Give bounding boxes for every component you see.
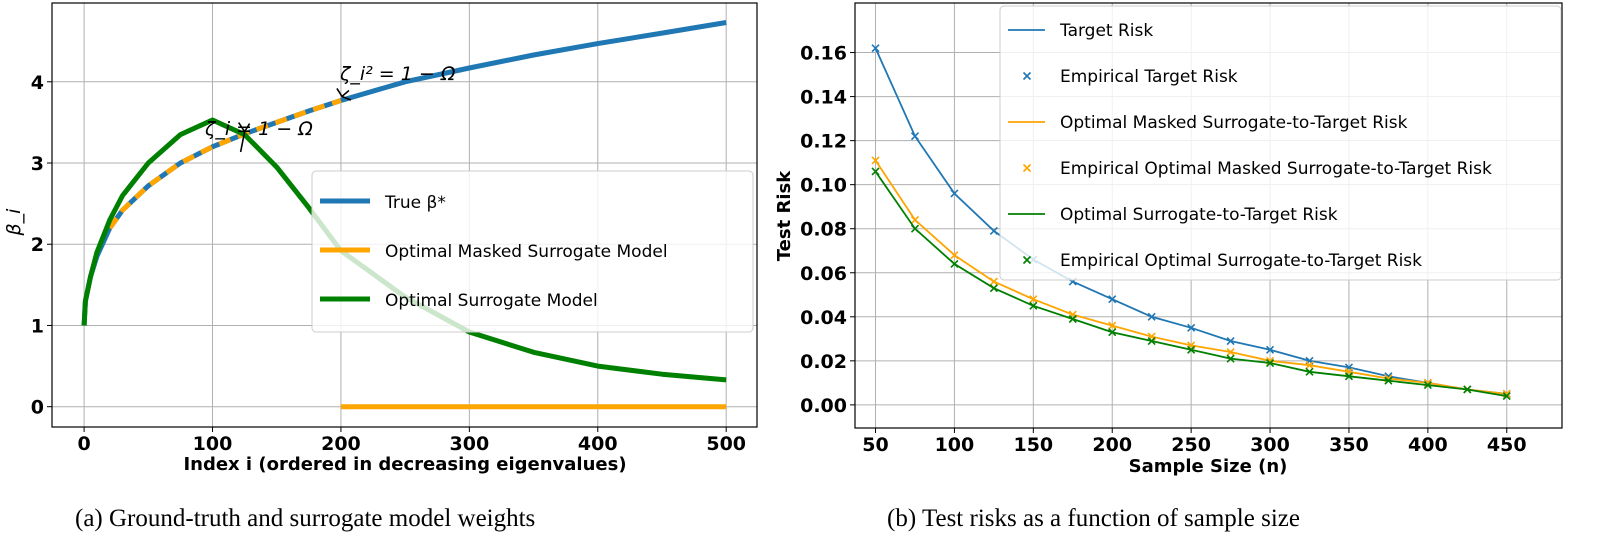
y-tick-label: 2 (31, 234, 44, 256)
empirical-point (1187, 345, 1196, 354)
y-tick-label: 0.10 (800, 175, 847, 197)
empirical-point (871, 44, 880, 53)
x-tick-label: 0 (77, 433, 90, 455)
empirical-point (950, 251, 959, 260)
empirical-point (1265, 358, 1275, 368)
y-tick-label: 4 (31, 72, 44, 94)
y-axis-label: β_i (3, 208, 25, 237)
legend-box (999, 5, 1562, 281)
legend-marker (1022, 163, 1032, 173)
caption-b: (b) Test risks as a function of sample s… (887, 505, 1300, 532)
empirical-point (1226, 336, 1235, 346)
x-tick-label: 200 (321, 433, 361, 455)
annotation-arrow (336, 88, 352, 101)
x-axis-label: Sample Size (n) (1129, 456, 1288, 477)
empirical-point (989, 277, 998, 286)
x-tick-label: 250 (1171, 434, 1211, 456)
empirical-point (910, 224, 920, 233)
x-tick-label: 200 (1092, 434, 1132, 456)
empirical-point (1108, 295, 1117, 304)
empirical-point (1147, 312, 1156, 321)
empirical-point (871, 156, 880, 165)
y-axis-label: Test Risk (774, 170, 795, 261)
legend-label: Target Risk (1059, 21, 1153, 41)
caption-a: (a) Ground-truth and surrogate model wei… (75, 505, 536, 532)
legend-label: True β* (384, 193, 446, 213)
x-tick-label: 400 (578, 433, 618, 455)
x-tick-label: 150 (1013, 434, 1053, 456)
x-axis-label: Index i (ordered in decreasing eigenvalu… (183, 454, 626, 475)
legend-label: Optimal Surrogate Model (385, 291, 598, 311)
legend-marker (1022, 255, 1032, 265)
y-tick-label: 0.08 (800, 219, 847, 241)
x-tick-label: 400 (1408, 434, 1448, 456)
y-tick-label: 3 (31, 153, 44, 175)
y-tick-label: 1 (31, 315, 44, 337)
empirical-point (950, 189, 959, 198)
legend: Target Risk Empirical Target Risk Optimal … (999, 5, 1562, 281)
chart-a: 0 100 200 300 400 500 0 1 2 3 4 ζ_i = 1 − Ω ζ_i² = 1… (3, 2, 758, 475)
axes-frame (854, 2, 1563, 429)
empirical-point (1305, 361, 1314, 370)
empirical-point (910, 215, 920, 224)
y-tick-label: 0.02 (800, 351, 847, 373)
legend-label: Empirical Optimal Surrogate-to-Target Ri… (1060, 251, 1422, 271)
y-tick-label: 0 (31, 397, 44, 419)
x-tick-label: 350 (1329, 434, 1369, 456)
empirical-point (1344, 372, 1354, 381)
empirical-point (1029, 301, 1038, 310)
empirical-point (1305, 367, 1314, 376)
annotation-arrow (237, 122, 251, 153)
y-tick-label: 0.04 (800, 307, 847, 329)
empirical-point (989, 284, 998, 293)
empirical-point (1108, 321, 1117, 330)
legend: True β* Optimal Masked Surrogate Model Opt… (311, 170, 754, 333)
empirical-point (1463, 385, 1472, 394)
empirical-point (1423, 380, 1432, 390)
empirical-point (1068, 314, 1077, 324)
x-tick-label: 300 (450, 433, 490, 455)
legend-box (311, 170, 754, 333)
empirical-point (1187, 323, 1196, 332)
empirical-point (1265, 345, 1275, 354)
empirical-point (1226, 347, 1235, 357)
empirical-point (950, 259, 959, 269)
line-masked-surrogate-head (107, 98, 342, 230)
empirical-point (871, 167, 880, 176)
x-tick-label: 50 (862, 434, 888, 456)
annotation-zeta: ζ_i = 1 − Ω (204, 118, 313, 140)
empirical-point (1147, 336, 1156, 346)
y-tick-label: 0.14 (800, 87, 847, 109)
legend-label: Empirical Optimal Masked Surrogate-to-Ta… (1060, 159, 1492, 179)
legend-label: Optimal Surrogate-to-Target Risk (1060, 205, 1338, 225)
y-tick-label: 0.16 (800, 43, 847, 65)
empirical-point (989, 226, 998, 235)
y-tick-label: 0.12 (800, 131, 847, 153)
y-tick-label: 0.06 (800, 263, 847, 285)
axes-frame (51, 2, 758, 428)
x-tick-label: 100 (935, 434, 975, 456)
empirical-point (1226, 354, 1235, 363)
y-tick-label: 0.00 (800, 395, 847, 417)
empirical-point (1502, 392, 1511, 401)
x-tick-label: 500 (706, 433, 746, 455)
chart-b: 50 100 150 200 250 300 350 400 450 0.00 0.02 0.04 0.… (774, 2, 1563, 477)
legend-marker (1022, 71, 1032, 81)
empirical-point (1108, 328, 1117, 337)
empirical-point (1384, 376, 1393, 385)
empirical-point (1029, 295, 1038, 304)
legend-label: Empirical Target Risk (1060, 67, 1238, 87)
annotation-zeta-squared: ζ_i² = 1 − Ω (339, 63, 456, 85)
x-tick-label: 450 (1487, 434, 1527, 456)
legend-label: Optimal Masked Surrogate Model (385, 242, 668, 262)
legend-label: Optimal Masked Surrogate-to-Target Risk (1060, 113, 1408, 133)
empirical-point (910, 132, 920, 141)
x-tick-label: 100 (193, 433, 233, 455)
x-tick-label: 300 (1250, 434, 1290, 456)
